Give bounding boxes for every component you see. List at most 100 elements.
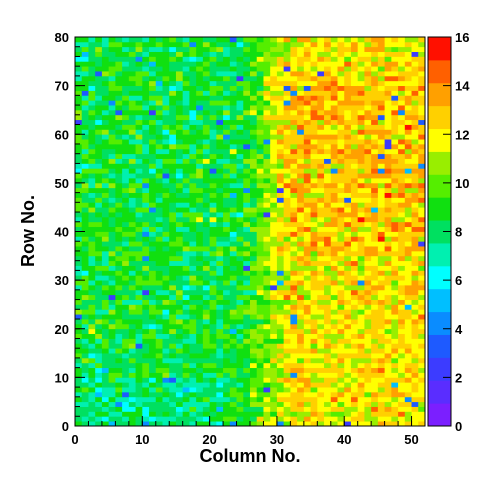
- heatmap-cell: [276, 255, 285, 262]
- heatmap-cell: [81, 372, 89, 378]
- heatmap-cell: [337, 41, 345, 48]
- heatmap-cell: [303, 416, 311, 422]
- heatmap-cell: [81, 109, 89, 116]
- heatmap-cell: [404, 304, 412, 310]
- heatmap-cell: [330, 212, 338, 218]
- heatmap-cell: [101, 236, 110, 242]
- heatmap-cell: [350, 90, 359, 96]
- heatmap-cell: [411, 163, 419, 169]
- colorbar-tick-label: 2: [455, 370, 462, 385]
- heatmap-cell: [384, 391, 392, 398]
- heatmap-cell: [169, 304, 177, 310]
- heatmap-cell: [182, 75, 190, 82]
- heatmap-cell: [256, 333, 264, 339]
- heatmap-cell: [371, 372, 379, 378]
- heatmap-cell: [297, 411, 305, 417]
- heatmap-cell: [310, 241, 318, 247]
- heatmap-cell: [162, 396, 170, 403]
- heatmap-cell: [128, 338, 136, 344]
- heatmap-cell: [88, 56, 96, 62]
- heatmap-cell: [384, 314, 392, 320]
- colorbar-tick-label: 14: [455, 79, 470, 94]
- heatmap-cell: [108, 46, 116, 52]
- heatmap-cell: [398, 406, 406, 412]
- heatmap-cell: [162, 255, 170, 262]
- heatmap-cell: [182, 85, 190, 91]
- heatmap-cell: [303, 56, 311, 62]
- heatmap-cell: [101, 148, 110, 155]
- heatmap-cell: [411, 139, 419, 145]
- heatmap-cell: [169, 95, 177, 101]
- heatmap-cell: [398, 163, 406, 169]
- heatmap-cell: [337, 187, 345, 193]
- heatmap-cell: [81, 153, 89, 159]
- heatmap-cell: [75, 338, 83, 344]
- heatmap-cell: [377, 343, 386, 349]
- heatmap-cell: [169, 289, 177, 296]
- heatmap-cell: [270, 294, 278, 300]
- heatmap-cell: [149, 401, 157, 407]
- heatmap-cell: [290, 114, 298, 121]
- heatmap-cell: [377, 148, 386, 155]
- heatmap-cell: [303, 367, 311, 373]
- heatmap-cell: [81, 294, 89, 300]
- heatmap-cell: [162, 109, 170, 116]
- heatmap-cell: [344, 129, 352, 135]
- heatmap-cell: [75, 114, 83, 121]
- heatmap-cell: [135, 41, 143, 48]
- heatmap-cell: [290, 168, 298, 174]
- heatmap-cell: [243, 260, 251, 266]
- heatmap-cell: [202, 401, 211, 407]
- heatmap-cell: [209, 246, 217, 252]
- colorbar-segment: [428, 37, 451, 61]
- heatmap-cell: [162, 187, 170, 193]
- heatmap-cell: [95, 114, 103, 121]
- heatmap-cell: [324, 231, 332, 237]
- heatmap-cell: [216, 362, 224, 369]
- heatmap-cell: [276, 231, 285, 237]
- heatmap-cell: [357, 148, 365, 155]
- heatmap-cell: [189, 275, 197, 281]
- heatmap-cell: [142, 124, 150, 130]
- colorbar-segment: [428, 357, 451, 381]
- heatmap-cell: [209, 328, 217, 335]
- heatmap-cell: [115, 216, 123, 223]
- heatmap-cell: [364, 178, 372, 184]
- heatmap-cell: [101, 124, 110, 130]
- heatmap-cell: [391, 61, 399, 67]
- heatmap-cell: [297, 260, 305, 266]
- heatmap-cell: [142, 202, 150, 208]
- heatmap-cell: [108, 416, 116, 422]
- heatmap-cell: [290, 46, 298, 52]
- heatmap-cell: [256, 357, 264, 364]
- heatmap-cell: [142, 309, 150, 315]
- heatmap-cell: [270, 246, 278, 252]
- heatmap-cell: [303, 309, 311, 315]
- heatmap-cell: [276, 71, 285, 77]
- heatmap-cell: [337, 421, 345, 427]
- heatmap-cell: [128, 255, 136, 262]
- heatmap-cell: [250, 90, 258, 96]
- heatmap-cell: [377, 173, 386, 179]
- heatmap-cell: [122, 212, 130, 218]
- heatmap-cell: [337, 343, 345, 349]
- heatmap-cell: [371, 216, 379, 223]
- heatmap-cell: [263, 85, 271, 91]
- heatmap-cell: [142, 314, 150, 320]
- heatmap-cell: [398, 246, 406, 252]
- heatmap-cell: [81, 226, 89, 232]
- heatmap-cell: [357, 377, 365, 383]
- heatmap-cell: [88, 309, 96, 315]
- y-axis-title: Row No.: [18, 195, 38, 267]
- heatmap-cell: [391, 236, 399, 242]
- heatmap-cell: [81, 100, 89, 106]
- heatmap-cell: [243, 41, 251, 48]
- heatmap-cell: [411, 353, 419, 359]
- heatmap-cell: [250, 37, 258, 43]
- heatmap-cell: [243, 270, 251, 276]
- heatmap-cell: [236, 231, 244, 237]
- heatmap-cell: [122, 187, 130, 193]
- heatmap-cell: [391, 309, 399, 315]
- heatmap-cell: [81, 406, 89, 412]
- heatmap-cell: [384, 372, 392, 378]
